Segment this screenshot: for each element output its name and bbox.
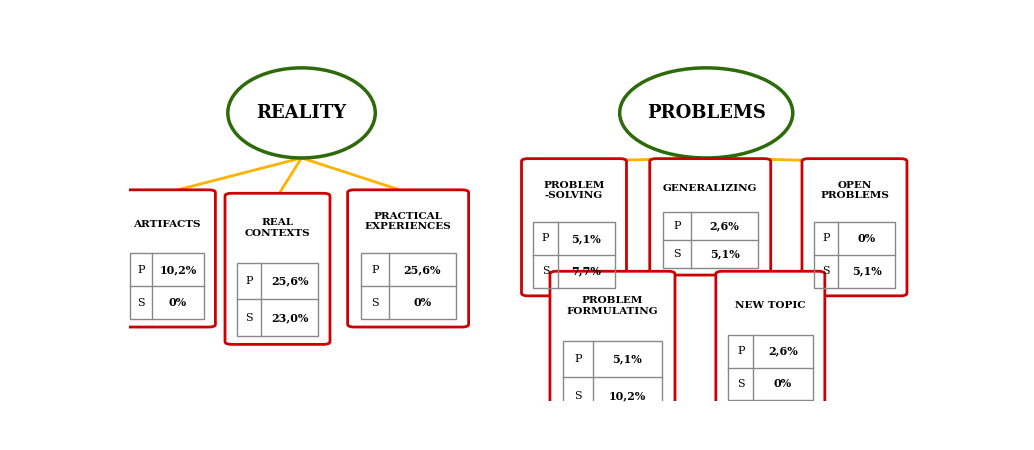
FancyBboxPatch shape [225,194,330,344]
FancyBboxPatch shape [716,271,825,409]
Text: S: S [822,266,830,276]
Text: 0%: 0% [414,297,431,308]
Text: S: S [737,379,744,389]
Text: 7,7%: 7,7% [571,266,601,277]
Text: 10,2%: 10,2% [609,390,646,401]
Ellipse shape [619,68,793,158]
Text: P: P [737,346,744,356]
Text: 25,6%: 25,6% [271,276,308,287]
FancyBboxPatch shape [119,190,215,327]
Text: P: P [574,354,582,364]
Text: 25,6%: 25,6% [403,264,442,275]
FancyBboxPatch shape [550,271,675,423]
FancyBboxPatch shape [521,159,627,296]
Text: 0%: 0% [857,233,876,244]
Text: P: P [138,265,145,274]
Text: ARTIFACTS: ARTIFACTS [133,220,201,229]
Text: P: P [371,265,378,274]
Text: S: S [245,313,253,323]
Text: GENERALIZING: GENERALIZING [663,184,758,193]
FancyBboxPatch shape [347,190,468,327]
Text: PRACTICAL
EXPERIENCES: PRACTICAL EXPERIENCES [365,212,452,231]
Text: S: S [542,266,549,276]
Text: P: P [673,221,680,231]
Text: 5,1%: 5,1% [572,233,601,244]
Text: NEW TOPIC: NEW TOPIC [735,301,805,310]
Text: OPEN
PROBLEMS: OPEN PROBLEMS [820,181,889,200]
Text: PROBLEM
-SOLVING: PROBLEM -SOLVING [543,181,605,200]
Text: 5,1%: 5,1% [612,354,642,364]
FancyBboxPatch shape [802,159,907,296]
Text: 2,6%: 2,6% [768,346,798,356]
Text: S: S [138,297,145,307]
Text: 0%: 0% [774,378,792,389]
Text: REALITY: REALITY [256,104,346,122]
Text: S: S [371,297,378,307]
Text: P: P [245,276,253,286]
Text: REAL
CONTEXTS: REAL CONTEXTS [245,218,310,238]
Text: 10,2%: 10,2% [159,264,196,275]
Text: 5,1%: 5,1% [852,266,882,277]
Text: 5,1%: 5,1% [709,248,739,260]
Text: 0%: 0% [169,297,187,308]
FancyBboxPatch shape [649,159,770,275]
Text: PROBLEMS: PROBLEMS [647,104,765,122]
Text: PROBLEM
FORMULATING: PROBLEM FORMULATING [567,297,659,316]
Text: P: P [542,234,549,243]
Text: S: S [673,249,680,259]
Text: 2,6%: 2,6% [709,221,739,232]
Text: S: S [574,391,582,401]
Ellipse shape [227,68,375,158]
Text: P: P [822,234,830,243]
Text: 23,0%: 23,0% [271,312,308,323]
